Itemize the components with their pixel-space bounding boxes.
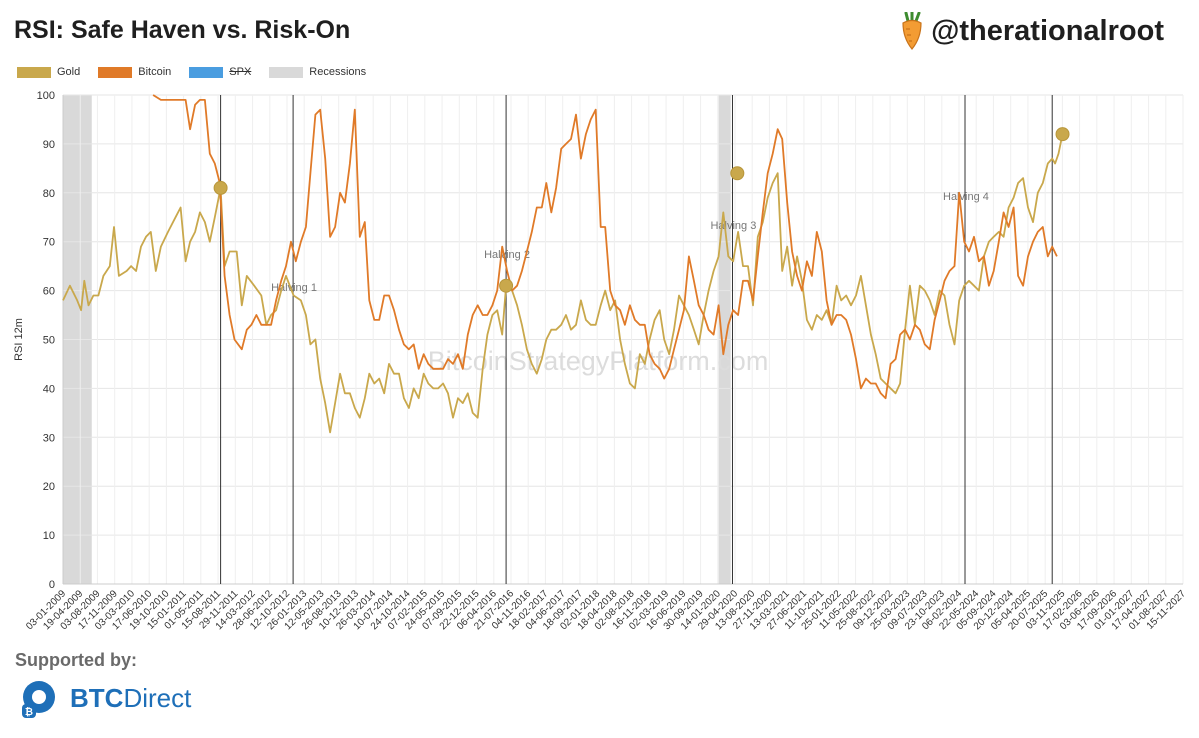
btcdirect-icon: ₿ [22,681,55,718]
svg-text:₿: ₿ [25,706,33,718]
legend-gold[interactable]: Gold [17,66,80,78]
legend-bitcoin-label: Bitcoin [138,66,172,78]
twitter-handle: @therationalroot [931,14,1164,47]
brand-badge: @therationalroot [899,12,1164,50]
series-marker-gold [499,278,514,293]
halving-label-4: Halving 4 [943,191,989,203]
sponsor-name-rest: Direct [123,682,192,713]
y-tick-label: 100 [37,90,55,102]
y-tick-label: 30 [43,432,55,444]
legend-recessions[interactable]: Recessions [269,66,366,78]
chart-title: RSI: Safe Haven vs. Risk-On [14,16,351,44]
y-tick-label: 0 [49,579,55,591]
legend-spx[interactable]: SPX [189,66,251,78]
legend-gold-swatch [17,66,51,78]
legend-spx-swatch [189,66,224,78]
series-marker-gold [730,166,745,181]
rsi-chart: 010203040506070809010003-01-200919-04-20… [13,90,1188,632]
halving-label-2: Halving 2 [484,249,530,261]
sponsor-name-bold: BTC [70,682,124,713]
sponsor-name: BTCDirect [70,683,191,714]
series-marker-gold [1055,127,1070,142]
legend-recessions-swatch [269,66,304,78]
y-tick-label: 10 [43,530,55,542]
sponsor-logo[interactable]: ₿ BTCDirect [18,676,191,720]
series-line-bitcoin [152,94,1058,400]
y-tick-label: 60 [43,286,55,298]
y-tick-label: 40 [43,383,55,395]
y-tick-label: 20 [43,481,55,493]
y-tick-label: 50 [43,335,55,347]
carrot-icon [902,12,922,50]
y-tick-label: 80 [43,188,55,200]
watermark: BitcoinStrategyPlatform.com [428,346,769,376]
legend-bitcoin-swatch [98,66,133,78]
halving-label-3: Halving 3 [710,220,756,232]
legend-gold-label: Gold [57,66,81,78]
series-marker-gold [213,180,228,195]
legend-spx-label: SPX [229,66,252,78]
y-tick-label: 90 [43,139,55,151]
supported-by-label: Supported by: [15,650,137,670]
y-axis-label: RSI 12m [13,318,25,361]
series-line-gold [62,133,1064,434]
y-tick-label: 70 [43,237,55,249]
legend-bitcoin[interactable]: Bitcoin [98,66,171,78]
chart-legend: Gold Bitcoin SPX Recessions [17,66,366,78]
legend-recessions-label: Recessions [309,66,367,78]
